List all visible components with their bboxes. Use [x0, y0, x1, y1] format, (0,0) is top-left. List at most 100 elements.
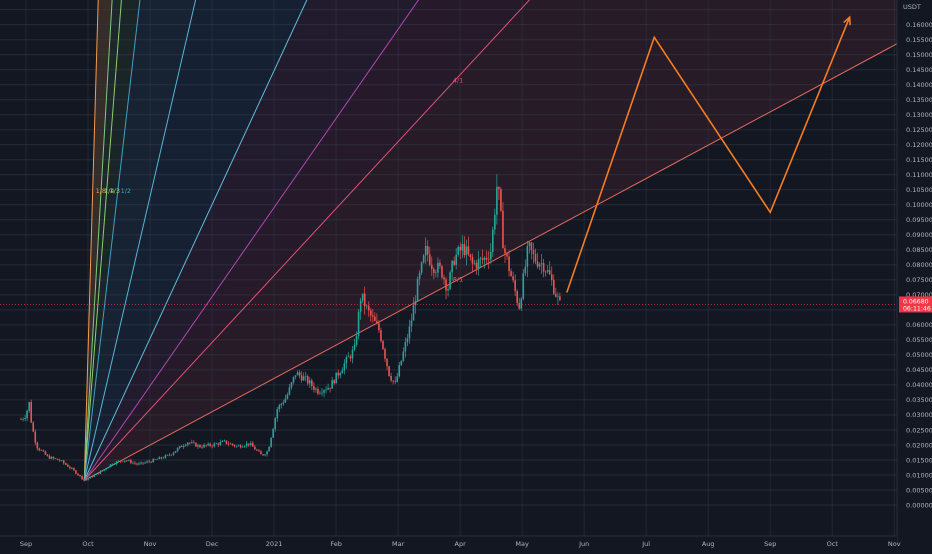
candle-body	[302, 376, 305, 381]
candle-body	[272, 428, 274, 438]
candle-body	[36, 442, 39, 449]
candle-body	[410, 320, 413, 327]
candle-body	[87, 478, 89, 480]
candle-body	[201, 447, 203, 448]
candle-body	[284, 398, 287, 403]
candle-body	[213, 443, 216, 447]
candle-body	[160, 457, 163, 459]
candle-body	[453, 260, 455, 265]
candle-body	[459, 246, 462, 251]
candle-body	[42, 450, 45, 452]
x-tick-label: Oct	[827, 540, 839, 548]
candle-body	[402, 351, 405, 361]
y-tick-label: 0.00000	[906, 501, 932, 509]
candle-body	[83, 479, 85, 481]
y-tick-label: 0.02000	[906, 441, 932, 449]
candle-body	[276, 409, 279, 419]
candle-body	[262, 454, 264, 456]
candle-body	[357, 311, 360, 337]
candle-body	[396, 376, 399, 382]
x-tick-label: Nov	[144, 540, 157, 548]
candle-body	[260, 451, 262, 455]
candle-body	[361, 293, 364, 301]
candle-body	[223, 440, 226, 442]
x-tick-label: Feb	[330, 540, 342, 548]
candle-body	[528, 242, 531, 246]
y-tick-label: 0.04000	[906, 381, 932, 389]
candle-body	[174, 450, 177, 453]
candle-body	[111, 464, 114, 465]
candle-body	[56, 458, 59, 460]
candle-body	[304, 376, 307, 377]
candle-body	[197, 445, 199, 447]
candle-body	[103, 469, 106, 471]
candle-body	[435, 272, 437, 274]
fan-zone-7	[84, 0, 897, 481]
candle-body	[420, 262, 423, 273]
candle-body	[125, 460, 128, 462]
candle-body	[294, 375, 297, 377]
fan-label-1-4: 1/4	[104, 187, 114, 195]
candle-body	[380, 330, 382, 341]
candle-body	[315, 388, 317, 390]
candle-body	[349, 356, 352, 359]
candle-body	[538, 264, 541, 267]
current-price-value: 0.06680	[903, 298, 929, 305]
candle-body	[559, 296, 561, 301]
y-tick-label: 0.02500	[906, 426, 932, 434]
candle-body	[186, 442, 189, 445]
candle-body	[193, 442, 195, 443]
candle-body	[75, 470, 77, 474]
candle-body	[514, 280, 516, 292]
fan-label-1-8: 1/8	[96, 187, 106, 195]
candle-body	[113, 463, 116, 465]
candle-body	[182, 445, 185, 447]
candle-body	[107, 466, 110, 469]
candle-body	[439, 262, 441, 267]
candle-body	[26, 410, 28, 419]
candle-body	[487, 259, 490, 260]
candle-body	[148, 461, 150, 463]
candle-body	[329, 387, 331, 389]
candle-body	[522, 273, 525, 299]
candle-body	[388, 366, 390, 376]
candle-body	[132, 462, 134, 464]
y-tick-label: 0.11000	[906, 171, 932, 179]
candle-body	[481, 258, 484, 260]
candle-body	[99, 471, 102, 474]
candle-body	[494, 214, 496, 230]
candle-body	[518, 302, 521, 309]
y-tick-label: 0.12500	[906, 126, 932, 134]
candle-body	[130, 460, 132, 463]
candle-body	[327, 387, 329, 390]
candle-body	[34, 431, 37, 443]
candle-body	[119, 460, 122, 462]
candle-body	[164, 455, 167, 458]
candle-body	[168, 454, 171, 456]
candle-body	[46, 454, 49, 456]
candle-body	[404, 342, 407, 352]
candle-body	[331, 380, 333, 389]
candle-body	[30, 402, 33, 423]
candle-body	[166, 454, 169, 456]
candle-body	[445, 279, 447, 291]
candle-body	[443, 277, 445, 280]
candle-body	[71, 468, 73, 469]
candle-body	[252, 443, 254, 447]
candle-body	[502, 210, 504, 249]
candle-body	[540, 263, 543, 265]
candle-body	[353, 344, 356, 350]
y-tick-label: 0.09500	[906, 216, 932, 224]
y-tick-label: 0.13000	[906, 111, 932, 119]
candle-body	[250, 443, 252, 445]
candle-body	[191, 442, 193, 443]
candle-body	[266, 451, 268, 455]
candle-body	[67, 464, 69, 467]
x-tick-label: Jul	[641, 540, 650, 548]
candle-body	[374, 316, 376, 321]
candle-body	[95, 473, 98, 475]
candle-body	[467, 246, 470, 255]
candle-body	[376, 320, 378, 324]
candle-body	[323, 390, 325, 393]
